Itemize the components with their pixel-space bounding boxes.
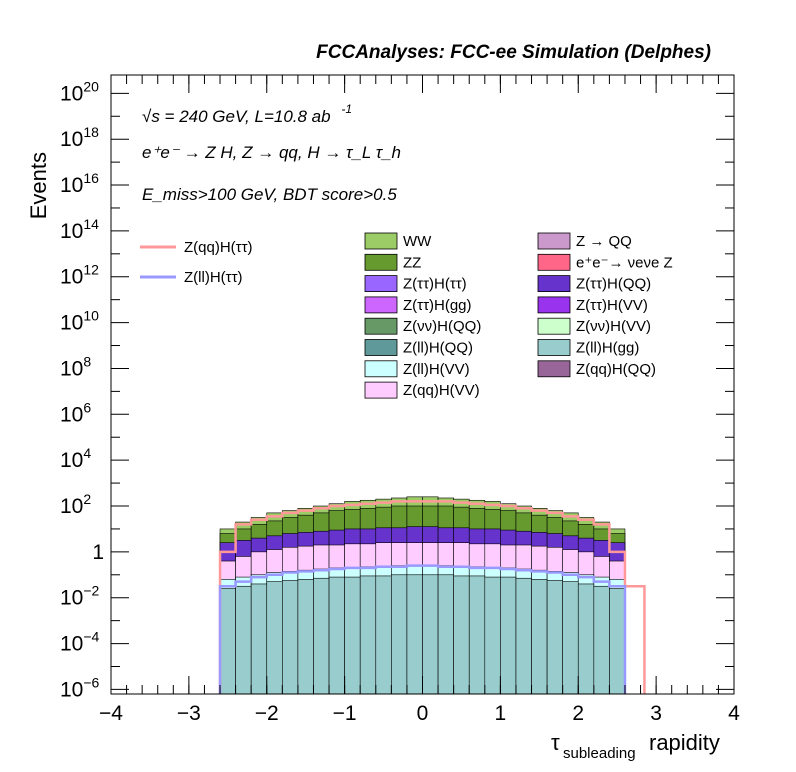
stack-bar bbox=[359, 575, 377, 694]
stack-bar bbox=[406, 574, 423, 694]
legend-label: Z(νν)H(VV) bbox=[576, 318, 651, 335]
y-tick-label: 1014 bbox=[60, 216, 99, 243]
legend-label: e⁺e⁻→ νeνe Z bbox=[576, 254, 673, 271]
stack-bar bbox=[562, 581, 579, 694]
legend-label: Z(ll)H(VV) bbox=[403, 361, 470, 378]
y-tick-label: 1012 bbox=[60, 262, 99, 289]
legend-swatch bbox=[537, 253, 571, 271]
legend-line-label: Z(qq)H(ττ) bbox=[184, 239, 253, 256]
x-tick-label: 1 bbox=[495, 702, 507, 725]
stack-bar bbox=[328, 576, 345, 694]
stack-bar bbox=[282, 580, 299, 694]
stack-bar bbox=[313, 577, 330, 694]
x-tick-label: −1 bbox=[333, 702, 357, 725]
legend-label: Z(ττ)H(VV) bbox=[576, 297, 648, 314]
annotation-selection: E_miss>100 GeV, BDT score>0.5 bbox=[142, 185, 397, 204]
legend-swatch bbox=[364, 232, 398, 250]
x-axis-label: τ subleading rapidity bbox=[551, 730, 720, 762]
legend-swatch bbox=[364, 360, 398, 378]
stack-bar bbox=[250, 583, 268, 694]
legend-swatch bbox=[364, 317, 398, 335]
legend-label: Z → QQ bbox=[576, 233, 632, 250]
stack-bar bbox=[468, 575, 486, 694]
line-zll-htautau bbox=[218, 564, 627, 694]
y-tick-label: 1016 bbox=[60, 170, 99, 197]
stack-bar bbox=[375, 575, 392, 694]
stack-bar bbox=[515, 577, 532, 694]
x-tick-label: 4 bbox=[728, 702, 740, 725]
chart-title: FCCAnalyses: FCC-ee Simulation (Delphes) bbox=[316, 42, 711, 63]
stack-bar bbox=[609, 588, 626, 694]
x-axis-label-main: τ bbox=[551, 730, 560, 755]
legend-label: Z(νν)H(QQ) bbox=[403, 318, 481, 335]
annotation-process: e⁺e⁻ → Z H, Z → qq, H → τ_L τ_h bbox=[142, 143, 401, 162]
stack-bar bbox=[437, 574, 454, 694]
stack-bar bbox=[344, 576, 361, 694]
y-tick-label: 10−2 bbox=[60, 583, 100, 610]
legend: Z(qq)H(ττ) Z(ll)H(ττ) WW Z → QQ ZZ e⁺e⁻→ νeνe… bbox=[140, 232, 673, 399]
line-zqq-htautau bbox=[218, 500, 646, 694]
stack-bar bbox=[577, 583, 595, 694]
legend-label: Z(ττ)H(QQ) bbox=[576, 276, 651, 293]
x-axis-label-tail: rapidity bbox=[649, 730, 720, 755]
legend-swatch bbox=[537, 317, 571, 335]
legend-swatch bbox=[537, 360, 571, 378]
y-tick-label: 108 bbox=[60, 353, 91, 380]
y-tick-label: 1010 bbox=[60, 308, 99, 335]
stack-bar bbox=[500, 576, 517, 694]
y-axis-label: Events bbox=[26, 152, 51, 219]
stack-bar bbox=[422, 574, 439, 694]
y-tick-label: 102 bbox=[60, 491, 91, 518]
x-tick-label: 0 bbox=[417, 702, 429, 725]
legend-label: WW bbox=[403, 233, 432, 250]
stack-bar bbox=[531, 579, 548, 694]
signal-lines bbox=[218, 500, 646, 694]
histogram-stack bbox=[219, 496, 626, 694]
legend-label: Z(ll)H(QQ) bbox=[403, 340, 473, 357]
stack-bar bbox=[235, 585, 252, 694]
legend-label: ZZ bbox=[403, 254, 421, 271]
stack-bar bbox=[453, 575, 470, 694]
legend-swatch bbox=[364, 253, 398, 271]
stack-bar bbox=[391, 574, 408, 694]
stack-bar bbox=[266, 581, 283, 694]
legend-swatch bbox=[364, 339, 398, 356]
legend-line-label: Z(ll)H(ττ) bbox=[184, 269, 243, 286]
annotation-energy-lumi: √s = 240 GeV, L=10.8 ab -1 bbox=[142, 102, 352, 126]
y-tick-label: 10−6 bbox=[60, 674, 100, 701]
legend-swatch bbox=[364, 381, 398, 399]
y-tick-label: 104 bbox=[60, 445, 91, 472]
y-tick-label: 106 bbox=[60, 399, 91, 426]
legend-label: Z(ττ)H(ττ) bbox=[403, 276, 467, 293]
y-tick-label: 1020 bbox=[60, 78, 99, 105]
legend-label: Z(qq)H(QQ) bbox=[576, 361, 656, 378]
x-tick-label: −2 bbox=[255, 702, 279, 725]
legend-swatch bbox=[364, 275, 398, 293]
axes: −4 −3 −2 −1 0 1 2 3 4 1020 1018 1016 1014 1012 1010 108… bbox=[60, 75, 740, 725]
x-axis-label-sub: subleading bbox=[563, 745, 636, 762]
legend-label: Z(ττ)H(gg) bbox=[403, 297, 472, 314]
legend-swatch bbox=[537, 296, 571, 314]
legend-swatch bbox=[537, 339, 571, 356]
y-tick-label: 1 bbox=[92, 541, 104, 564]
legend-swatch bbox=[537, 275, 571, 293]
legend-swatch bbox=[364, 296, 398, 314]
legend-label: Z(ll)H(gg) bbox=[576, 340, 639, 357]
stack-bar bbox=[484, 576, 501, 694]
annotation-block: √s = 240 GeV, L=10.8 ab -1 e⁺e⁻ → Z H, Z… bbox=[142, 102, 401, 204]
x-tick-label: 2 bbox=[572, 702, 584, 725]
stack-bar bbox=[219, 588, 236, 694]
x-tick-label: 3 bbox=[650, 702, 662, 725]
legend-swatch bbox=[537, 232, 571, 250]
stack-bar bbox=[297, 579, 314, 694]
stack-bar bbox=[593, 585, 610, 694]
y-tick-label: 10−4 bbox=[60, 629, 100, 656]
x-tick-label: −3 bbox=[177, 702, 201, 725]
y-tick-label: 1018 bbox=[60, 124, 99, 151]
legend-label: Z(qq)H(VV) bbox=[403, 382, 480, 399]
stack-bar bbox=[546, 580, 563, 694]
x-tick-label: −4 bbox=[99, 702, 123, 725]
